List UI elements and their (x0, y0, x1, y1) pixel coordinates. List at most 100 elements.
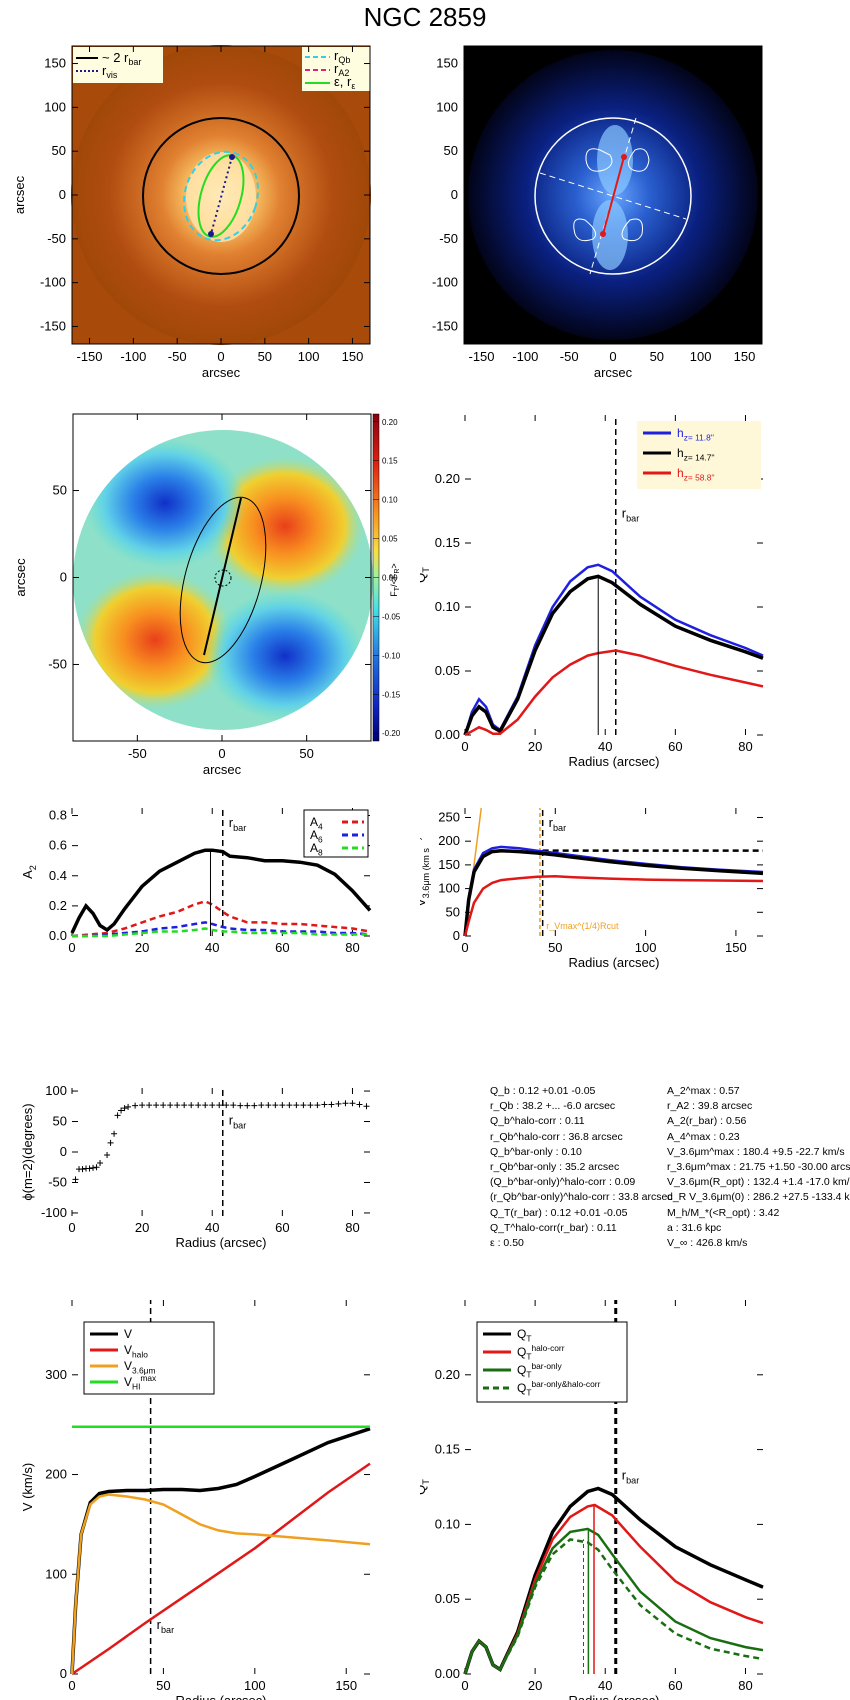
x-tick-label: 80 (738, 739, 752, 754)
param-row: r_3.6μm^max : 21.75 +1.50 -30.00 arcsec (667, 1161, 850, 1174)
data-point (97, 1159, 104, 1166)
data-point (258, 1102, 265, 1109)
data-point (251, 1102, 258, 1109)
param-row: Q_T^halo-corr(r_bar) : 0.11 (490, 1221, 617, 1234)
y-tick-label: 0.20 (435, 471, 460, 486)
param-row: Q_b^bar-only : 0.10 (490, 1145, 582, 1158)
y-tick-label: -150 (432, 318, 458, 333)
data-point (272, 1102, 279, 1109)
legend: hz= 11.8'' hz= 14.7'' hz= 58.8'' (637, 421, 761, 489)
contour (573, 218, 597, 242)
series-line (71, 1462, 371, 1676)
param-row: (r_Qb^bar-only)^halo-corr : 33.8 arcsec (490, 1191, 673, 1204)
y-tick-label: -150 (40, 318, 66, 333)
param-row: Q_b^halo-corr : 0.11 (490, 1115, 585, 1128)
legend-label: QTbar-only&halo-corr (517, 1379, 601, 1397)
y-axis-label: ϕ(m=2)(degrees) (20, 1103, 35, 1200)
data-point (202, 1102, 209, 1109)
x-tick-label: -50 (128, 746, 147, 761)
x-tick-label: -100 (120, 349, 146, 364)
y-tick-label: 0.0 (49, 928, 67, 943)
y-tick-label: 200 (438, 833, 460, 848)
y-tick-label: 150 (438, 857, 460, 872)
rbar-label: rbar (622, 1468, 640, 1486)
colorbar-label: FT/<FR> (389, 563, 401, 596)
y-tick-label: 0.10 (435, 1516, 460, 1531)
x-tick-label: 20 (528, 739, 542, 754)
y-tick-label: 0.05 (435, 1591, 460, 1606)
param-row: (Q_b^bar-only)^halo-corr : 0.09 (490, 1176, 636, 1189)
x-tick-label: -50 (560, 349, 579, 364)
x-tick-label: 40 (598, 739, 612, 754)
legend: QTQThalo-corrQTbar-onlyQTbar-only&halo-c… (476, 1321, 628, 1403)
data-point (174, 1102, 181, 1109)
data-point (111, 1130, 118, 1137)
param-row: r_A2 : 39.8 arcsec (667, 1100, 753, 1113)
y-tick-label: 0 (451, 187, 458, 202)
y-tick-label: -100 (41, 1205, 67, 1220)
rbar-label: rbar (549, 815, 567, 833)
series-line (70, 1493, 371, 1675)
y-axis-label: QT (420, 1479, 431, 1495)
y-tick-label: 0.2 (49, 898, 67, 913)
series-line (70, 1427, 371, 1675)
colorbar-tick-label: 0.15 (382, 457, 398, 466)
x-tick-label: 80 (345, 1220, 359, 1235)
param-row: d_R V_3.6μm(0) : 286.2 +27.5 -133.4 km/s… (667, 1191, 850, 1204)
y-tick-label: -50 (48, 656, 67, 671)
y-tick-label: 100 (45, 1566, 67, 1581)
x-tick-label: 100 (244, 1678, 266, 1693)
x-tick-label: 100 (690, 349, 712, 364)
data-point (335, 1100, 342, 1107)
data-point (265, 1102, 272, 1109)
y-tick-label: 150 (44, 56, 66, 71)
data-point (328, 1101, 335, 1108)
bar-end-marker (600, 231, 606, 237)
series-line (71, 900, 371, 938)
legend-label: V3.6μm (124, 1359, 155, 1376)
x-tick-label: 150 (342, 349, 364, 364)
x-tick-label: -100 (512, 349, 538, 364)
y-tick-label: -50 (48, 1174, 67, 1189)
x-axis-label: Radius (arcsec) (568, 955, 659, 970)
legend-left: ~ 2 rbar rvis (73, 47, 163, 83)
x-tick-label: 0 (609, 349, 616, 364)
data-point (237, 1102, 244, 1109)
x-axis-label: Radius (arcsec) (568, 754, 659, 769)
y-tick-label: 0.00 (435, 1666, 460, 1681)
param-column-right: A_2^max : 0.57 r_A2 : 39.8 arcsec A_2(r_ba… (667, 1084, 850, 1251)
legend-label: VHImax (124, 1373, 157, 1391)
data-point (167, 1102, 174, 1109)
contour (621, 218, 643, 242)
data-point (118, 1107, 125, 1114)
legend-label: QT (517, 1327, 531, 1344)
data-point (286, 1102, 293, 1109)
data-point (79, 1166, 86, 1173)
y-axis-label: A2 (20, 865, 38, 879)
y-tick-label: 50 (444, 143, 458, 158)
rvis-endpoint (208, 231, 214, 237)
x-tick-label: 50 (650, 349, 664, 364)
data-point (244, 1102, 251, 1109)
legend-label: hz= 14.7'' (677, 446, 715, 463)
legend-label: QTbar-only (517, 1361, 563, 1379)
y-tick-label: -100 (432, 275, 458, 290)
data-point (349, 1100, 356, 1107)
y-tick-label: 0.15 (435, 1442, 460, 1457)
x-tick-label: -50 (168, 349, 187, 364)
x-tick-label: 60 (275, 940, 289, 955)
data-point (209, 1102, 216, 1109)
data-point (300, 1102, 307, 1109)
x-tick-label: 0 (461, 940, 468, 955)
colorbar-tick-label: -0.20 (382, 729, 401, 738)
data-point (279, 1102, 286, 1109)
x-tick-label: 40 (205, 940, 219, 955)
y-tick-label: 0.20 (435, 1367, 460, 1382)
y-tick-label: 0.00 (435, 727, 460, 742)
rbar-label: rbar (622, 505, 640, 523)
data-point (139, 1102, 146, 1109)
y-tick-label: 200 (45, 1467, 67, 1482)
x-tick-label: 60 (668, 739, 682, 754)
y-tick-label: 300 (45, 1367, 67, 1382)
phase-chart: 0 20 40 60 80 100 50 0 -50 -100 Radius (arcsec) ϕ(m… (20, 1083, 370, 1250)
